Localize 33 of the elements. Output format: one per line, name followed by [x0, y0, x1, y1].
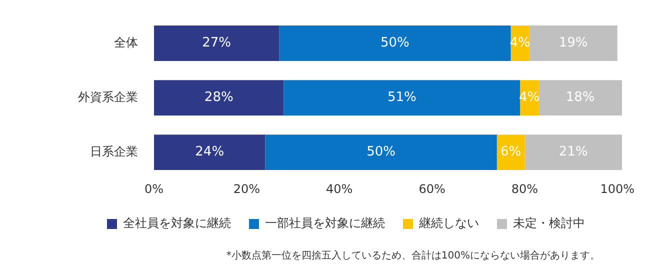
- x-tick-label: 80%: [511, 182, 538, 196]
- bar: [154, 80, 284, 116]
- bar: [538, 80, 622, 116]
- legend-label: 未定・検討中: [513, 216, 585, 230]
- data-label: 28%: [204, 90, 234, 106]
- legend-label: 全社員を対象に継続: [123, 216, 231, 230]
- data-label: 24%: [195, 144, 224, 160]
- y-tick-label: 外資系企業: [78, 90, 138, 104]
- data-label: 6%: [500, 144, 522, 160]
- y-tick-label: 日系企業: [90, 144, 138, 158]
- x-tick-label: 20%: [233, 182, 260, 196]
- bar: [154, 134, 266, 170]
- data-label: 19%: [558, 36, 588, 51]
- data-label: 50%: [380, 36, 410, 51]
- bar: [284, 80, 520, 116]
- y-tick-label: 全体: [114, 35, 138, 50]
- bar: [529, 26, 618, 61]
- x-tick-label: 100%: [600, 182, 635, 196]
- x-tick-label: 0%: [144, 182, 164, 196]
- x-tick-label: 60%: [418, 182, 446, 196]
- data-label: 50%: [366, 144, 396, 160]
- bar: [524, 134, 622, 170]
- legend-label: 継続しない: [418, 216, 479, 230]
- data-label: 18%: [566, 90, 595, 106]
- bar: [154, 26, 280, 61]
- x-tick-label: 40%: [326, 182, 353, 196]
- data-label: 27%: [202, 36, 232, 51]
- legend-label: 一部社員を対象に継続: [265, 216, 385, 230]
- data-label: 21%: [558, 144, 588, 160]
- data-label: 51%: [387, 90, 416, 106]
- text: *小数点第一位を四捨五入しているため、合計は100%にならない場合があります。: [226, 250, 600, 262]
- bar: [265, 134, 497, 170]
- bar: [279, 26, 511, 61]
